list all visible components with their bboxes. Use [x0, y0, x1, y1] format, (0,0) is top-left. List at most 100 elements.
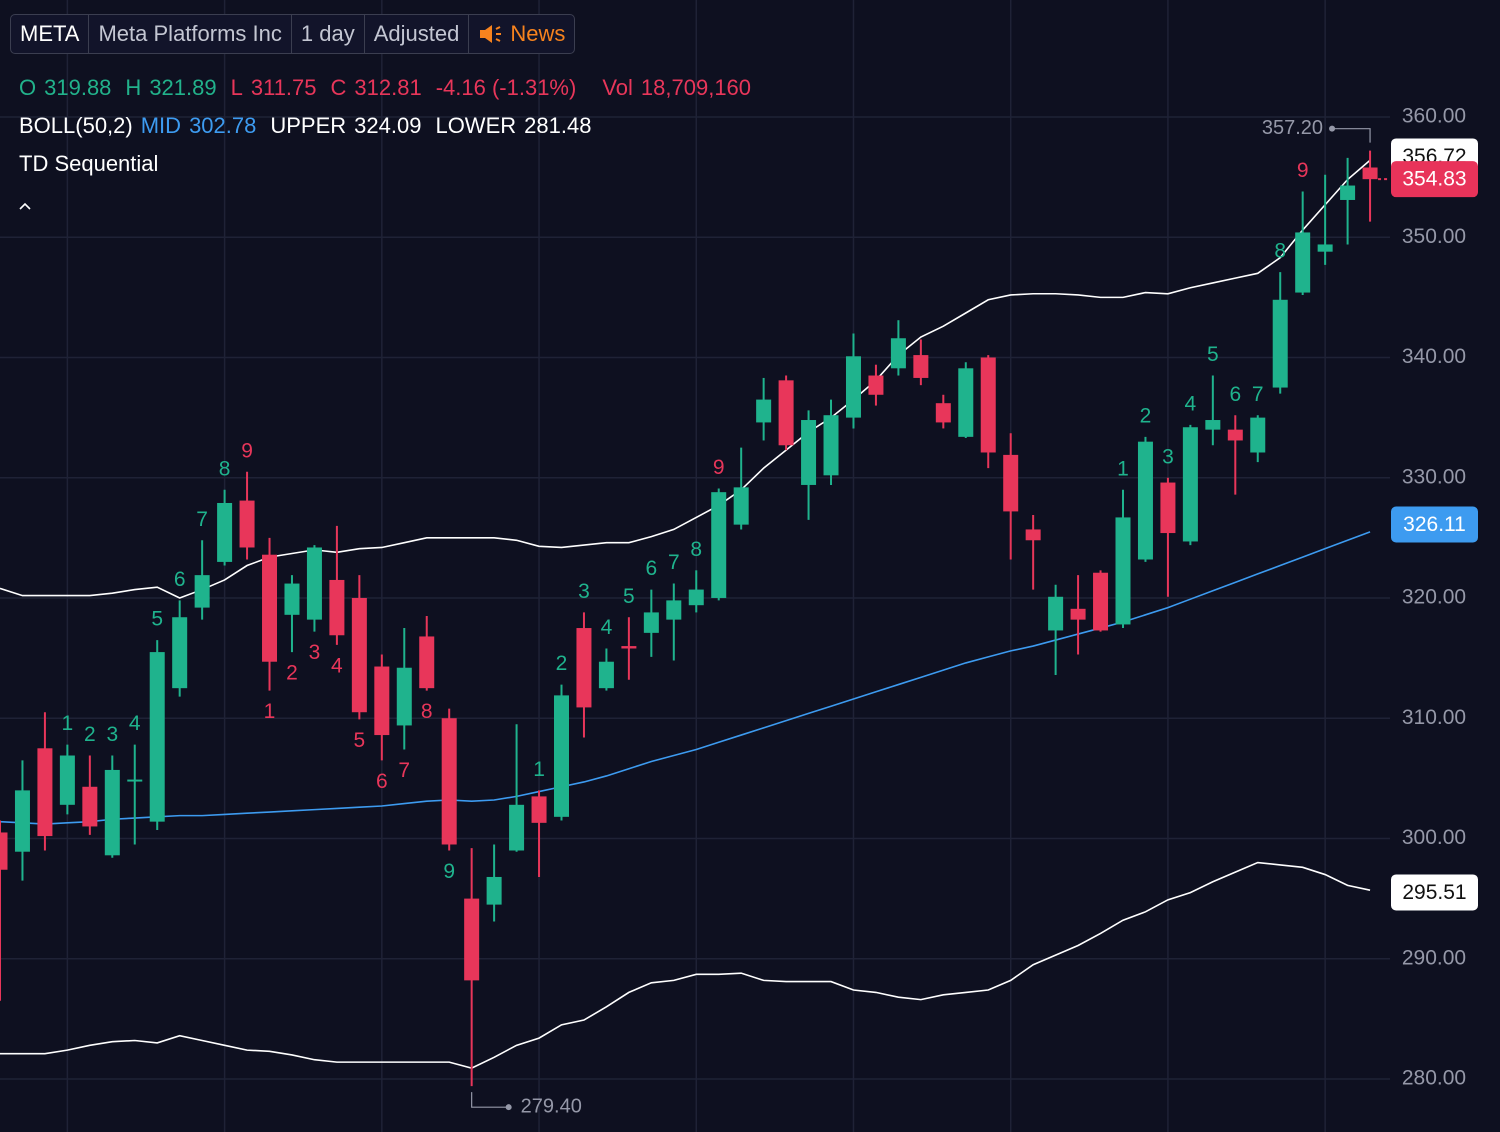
td-label: 1	[1117, 457, 1129, 480]
candle-body	[1250, 417, 1266, 453]
candle-body	[1003, 454, 1019, 512]
td-label: 1	[62, 712, 74, 735]
candle-body	[127, 779, 143, 782]
change: -4.16 (-1.31%)	[435, 75, 577, 100]
candle-body	[576, 628, 592, 708]
ohlc-item: H 321.89	[125, 75, 216, 101]
td-label: 2	[84, 723, 96, 746]
ohlc-value: 311.75	[250, 75, 317, 100]
td-label: 7	[196, 508, 208, 531]
td-label: 8	[421, 700, 433, 723]
indicator-name: TD Sequential	[19, 151, 159, 176]
high-dot	[1329, 125, 1336, 132]
td-label: 1	[264, 700, 276, 723]
candle-body	[711, 492, 727, 598]
td-label: 4	[601, 616, 613, 639]
toolbar: META Meta Platforms Inc 1 day Adjusted N…	[10, 14, 576, 54]
low-leader	[471, 1092, 509, 1108]
candle-body	[1317, 244, 1333, 252]
candle-body	[1048, 596, 1064, 631]
candle-body	[149, 652, 165, 822]
td-label: 5	[151, 608, 163, 631]
news-button[interactable]: News	[468, 15, 574, 53]
interval[interactable]: 1 day	[290, 15, 364, 53]
candle-body	[531, 796, 547, 823]
candle-body	[890, 338, 906, 369]
candle-body	[778, 380, 794, 446]
series-name: MID	[140, 113, 182, 138]
adjustment[interactable]: Adjusted	[363, 15, 469, 53]
band-line	[0, 159, 1371, 599]
td-label: 5	[623, 585, 635, 608]
y-tick-label: 360.00	[1402, 105, 1466, 128]
candle-body	[239, 500, 255, 548]
price-badge	[1391, 161, 1478, 198]
td-label: 1	[533, 758, 545, 781]
boll-item: MID 302.78	[141, 113, 257, 139]
candle-body	[306, 547, 322, 620]
candle-body	[621, 646, 637, 649]
candle-body	[419, 636, 435, 689]
ohlc-item: C 312.81	[331, 75, 422, 101]
price-badge	[1391, 506, 1478, 543]
candle-body	[643, 612, 659, 633]
candle-body	[1295, 232, 1311, 293]
y-tick-label: 330.00	[1402, 465, 1466, 488]
candle-body	[913, 355, 929, 378]
volume-value: 18,709,160	[640, 75, 752, 100]
ohlc-value: 319.88	[44, 75, 112, 100]
candle-body	[845, 356, 861, 418]
y-tick-label: 280.00	[1402, 1067, 1466, 1090]
price-badge-label: 326.11	[1403, 513, 1466, 536]
td-label: 2	[556, 652, 568, 675]
band-line	[0, 531, 1371, 825]
candle-body	[554, 695, 569, 817]
company-name[interactable]: Meta Platforms Inc	[88, 15, 290, 53]
symbol[interactable]: META	[20, 21, 80, 46]
y-tick-label: 300.00	[1402, 826, 1466, 849]
candle-body	[104, 769, 120, 856]
candle-body	[823, 415, 839, 476]
ohlc-label: L	[230, 75, 243, 100]
series-value: 302.78	[189, 113, 257, 138]
candle-body	[217, 502, 233, 562]
td-label: 9	[713, 456, 725, 479]
candle-body	[1093, 572, 1109, 631]
td-label: 6	[376, 770, 388, 793]
volume-label: Vol	[602, 75, 633, 100]
td-label: 8	[219, 457, 231, 480]
y-tick-label: 310.00	[1402, 706, 1466, 729]
collapse-icon[interactable]	[17, 200, 33, 212]
ohlc-label: H	[125, 75, 142, 100]
candle-body	[351, 597, 367, 713]
low-dot	[505, 1104, 512, 1111]
candle-body	[666, 600, 682, 620]
candle-body	[1025, 529, 1041, 541]
ohlc-item: L 311.75	[231, 75, 317, 101]
candle-body	[1070, 608, 1086, 620]
td-label: 6	[174, 568, 186, 591]
candle-body	[1115, 517, 1131, 625]
td-legend: TD Sequential	[19, 151, 158, 177]
td-label: 7	[398, 759, 410, 782]
candle-body	[194, 575, 210, 608]
candle-body	[1340, 185, 1356, 200]
td-label: 5	[1207, 343, 1219, 366]
td-label: 2	[1140, 404, 1152, 427]
td-label: 2	[286, 662, 298, 685]
boll-item: LOWER 281.48	[435, 113, 591, 139]
candle-body	[441, 718, 457, 845]
series-value: 324.09	[354, 113, 422, 138]
y-tick-label: 350.00	[1402, 225, 1466, 248]
band-line	[0, 861, 1371, 1069]
candle-body	[284, 583, 300, 615]
td-label: 8	[1274, 240, 1286, 263]
ohlc-value: 321.89	[149, 75, 217, 100]
price-badge-label: 295.51	[1402, 881, 1466, 904]
grid	[0, 0, 1390, 1132]
boll-item: UPPER 324.09	[270, 113, 421, 139]
boll-legend: BOLL(50,2) MID 302.78 UPPER 324.09 LOWER 281.…	[19, 113, 597, 139]
candle-body	[262, 554, 278, 662]
candle-body	[0, 832, 8, 870]
